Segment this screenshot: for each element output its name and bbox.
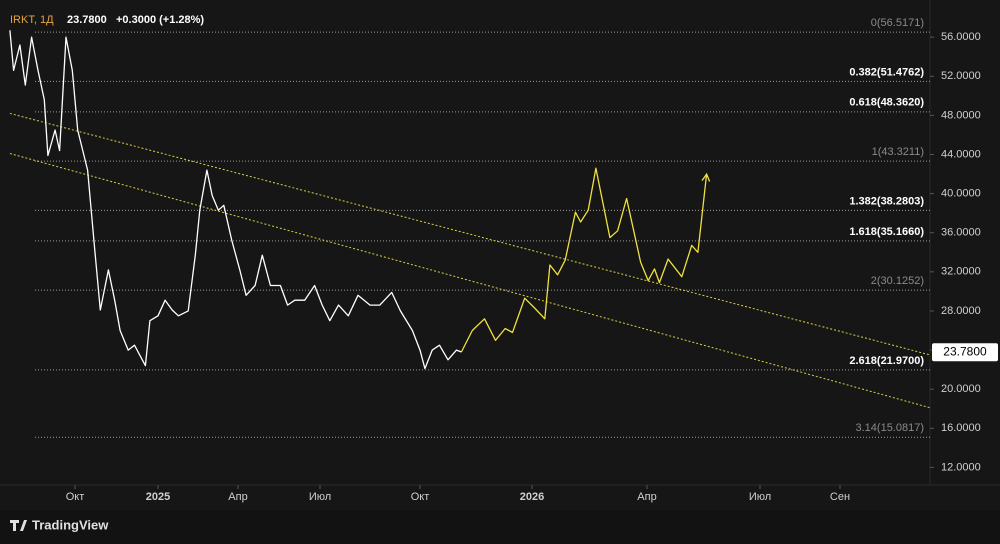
x-tick-label: 2026 (520, 491, 544, 503)
y-tick-label: 52.0000 (941, 70, 981, 82)
y-tick-label: 44.0000 (941, 148, 981, 160)
x-tick-label: Окт (66, 491, 85, 503)
fib-label: 2(30.1252) (871, 275, 924, 287)
x-tick-label: Апр (637, 491, 656, 503)
logo-icon (10, 520, 27, 531)
price-line (9, 30, 462, 370)
fib-label: 1.618(35.1660) (849, 226, 924, 238)
price-tag (932, 343, 998, 362)
trend-line (9, 112, 931, 356)
y-tick-label: 40.0000 (941, 188, 981, 200)
trend-line (9, 153, 931, 409)
last-price: 23.7800 (67, 14, 107, 26)
y-tick-label: 36.0000 (941, 227, 981, 239)
y-tick-label: 12.0000 (941, 461, 981, 473)
brand: TradingView (32, 517, 109, 532)
x-tick-label: Июл (309, 491, 331, 503)
x-tick-label: 2025 (146, 491, 170, 503)
footer-bar (0, 510, 1000, 544)
logo: TradingView (10, 517, 109, 532)
y-tick-label: 48.0000 (941, 109, 981, 121)
fib-label: 1.382(38.2803) (849, 195, 924, 207)
fib-label: 3.14(15.0817) (856, 422, 925, 434)
fib-label: 1(43.3211) (872, 146, 924, 158)
y-tick-label: 16.0000 (941, 422, 981, 434)
x-tick-label: Июл (749, 491, 771, 503)
x-tick-label: Сен (830, 491, 850, 503)
x-tick-label: Апр (228, 491, 247, 503)
y-tick-label: 20.0000 (941, 383, 981, 395)
y-tick-label: 28.0000 (941, 305, 981, 317)
fib-label: 0.382(51.4762) (849, 66, 924, 78)
price-line (460, 167, 708, 353)
price-change: +0.3000 (+1.28%) (116, 14, 204, 26)
fib-label: 0(56.5171) (871, 17, 924, 29)
symbol: IRKT, 1Д (10, 14, 54, 26)
fib-label: 0.618(48.3620) (849, 97, 924, 109)
plot: 12.000016.000020.000024.000028.000032.00… (9, 17, 998, 503)
y-tick-label: 32.0000 (941, 266, 981, 278)
fib-label: 2.618(21.9700) (849, 355, 924, 367)
arrow-head (701, 172, 711, 182)
x-tick-label: Окт (411, 491, 430, 503)
y-tick-label: 56.0000 (941, 31, 981, 43)
price-tag-label: 23.7800 (943, 344, 987, 358)
